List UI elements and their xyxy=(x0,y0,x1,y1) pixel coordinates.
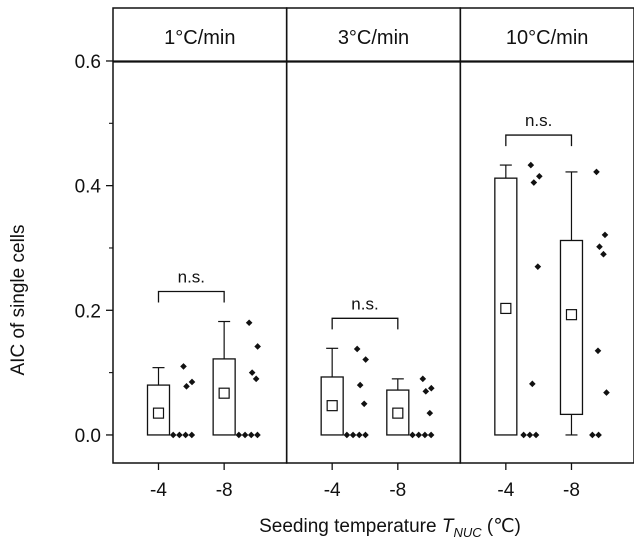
box-group xyxy=(146,363,196,439)
data-point xyxy=(428,384,435,392)
data-point xyxy=(241,431,249,439)
significance-label: n.s. xyxy=(525,111,552,130)
data-point xyxy=(603,389,610,396)
data-point xyxy=(188,431,196,439)
panel: 3°C/min -4 -8 n.s. xyxy=(285,7,462,501)
data-point xyxy=(596,243,603,251)
data-point xyxy=(527,161,535,169)
data-point xyxy=(360,400,368,408)
data-point xyxy=(343,431,351,439)
y-tick-label: 0.2 xyxy=(75,301,101,322)
data-point xyxy=(520,431,527,439)
y-axis: 0.0 0.2 0.4 0.6 xyxy=(75,52,634,447)
panel-title: 10°C/min xyxy=(506,27,588,49)
x-axis-title: Seeding temperature TNUC (℃) xyxy=(259,516,521,540)
x-tick-label: -8 xyxy=(216,480,233,501)
box-group xyxy=(494,161,543,439)
mean-marker xyxy=(218,387,230,399)
data-point xyxy=(183,383,190,390)
panel-frame xyxy=(285,7,462,464)
x-axis-title-subscript: NUC xyxy=(453,525,482,540)
mean-marker xyxy=(500,302,512,315)
data-point xyxy=(530,179,538,186)
x-tick-label: -4 xyxy=(150,480,167,501)
data-point xyxy=(182,431,189,439)
data-point xyxy=(169,431,177,439)
data-point xyxy=(362,431,369,439)
data-point xyxy=(589,431,596,439)
box-group xyxy=(559,168,610,439)
data-point xyxy=(362,356,369,363)
x-axis-title-symbol: T xyxy=(442,516,455,537)
data-point xyxy=(188,378,196,386)
data-point xyxy=(252,375,260,383)
box-group xyxy=(320,345,369,439)
data-point xyxy=(426,409,434,417)
x-tick-label: -4 xyxy=(324,480,341,501)
data-point xyxy=(536,172,543,180)
x-axis-title-unit: (℃) xyxy=(482,516,521,537)
box-group xyxy=(212,319,261,439)
x-tick-label: -8 xyxy=(389,480,406,501)
panel: 1°C/min -4 -8 n.s. xyxy=(112,7,288,501)
panel-frame xyxy=(459,7,634,464)
significance-label: n.s. xyxy=(351,294,378,313)
data-point xyxy=(427,431,435,439)
data-point xyxy=(594,347,602,355)
data-point xyxy=(353,345,361,353)
x-axis-title-prefix: Seeding temperature xyxy=(259,516,442,537)
data-point xyxy=(248,369,256,376)
data-point xyxy=(595,431,602,439)
panel-title: 3°C/min xyxy=(338,27,409,49)
x-tick-label: -4 xyxy=(497,480,514,501)
panel-frame xyxy=(112,7,288,464)
data-point xyxy=(254,431,261,439)
significance-label: n.s. xyxy=(178,268,205,287)
mean-marker xyxy=(565,309,578,321)
data-point xyxy=(601,231,609,239)
data-point xyxy=(349,431,357,439)
data-point xyxy=(247,431,255,439)
significance-bracket xyxy=(331,317,399,330)
data-point xyxy=(526,431,534,439)
panels-layer: 1°C/min -4 -8 n.s. 3°C/min -4 -8 n.s. 10°C/min -4… xyxy=(112,7,634,501)
data-point xyxy=(254,343,261,350)
panel-title: 1°C/min xyxy=(164,27,235,49)
box-group xyxy=(386,375,435,439)
y-tick-label: 0.0 xyxy=(75,426,101,447)
data-point xyxy=(419,375,427,383)
y-tick-label: 0.4 xyxy=(75,177,102,198)
significance-bracket xyxy=(505,134,573,147)
data-point xyxy=(415,431,423,439)
data-point xyxy=(593,168,600,176)
data-point xyxy=(529,380,536,388)
mean-marker xyxy=(326,400,338,412)
mean-marker xyxy=(392,407,404,419)
mean-marker xyxy=(152,407,165,419)
data-point xyxy=(600,250,607,258)
x-tick-label: -8 xyxy=(563,480,580,501)
data-point xyxy=(356,381,364,389)
data-point xyxy=(534,263,542,270)
significance-bracket xyxy=(157,290,225,303)
box xyxy=(559,239,584,416)
data-point xyxy=(422,388,430,395)
data-point xyxy=(245,319,253,327)
data-point xyxy=(355,431,363,439)
y-tick-label: 0.6 xyxy=(75,52,101,73)
panel: 10°C/min -4 -8 n.s. xyxy=(459,7,634,501)
y-axis-title: AIC of single cells xyxy=(8,224,29,375)
data-point xyxy=(532,431,540,439)
data-point xyxy=(409,431,416,439)
data-point xyxy=(235,431,243,439)
data-point xyxy=(180,363,187,370)
data-point xyxy=(176,431,183,439)
data-point xyxy=(421,431,429,439)
